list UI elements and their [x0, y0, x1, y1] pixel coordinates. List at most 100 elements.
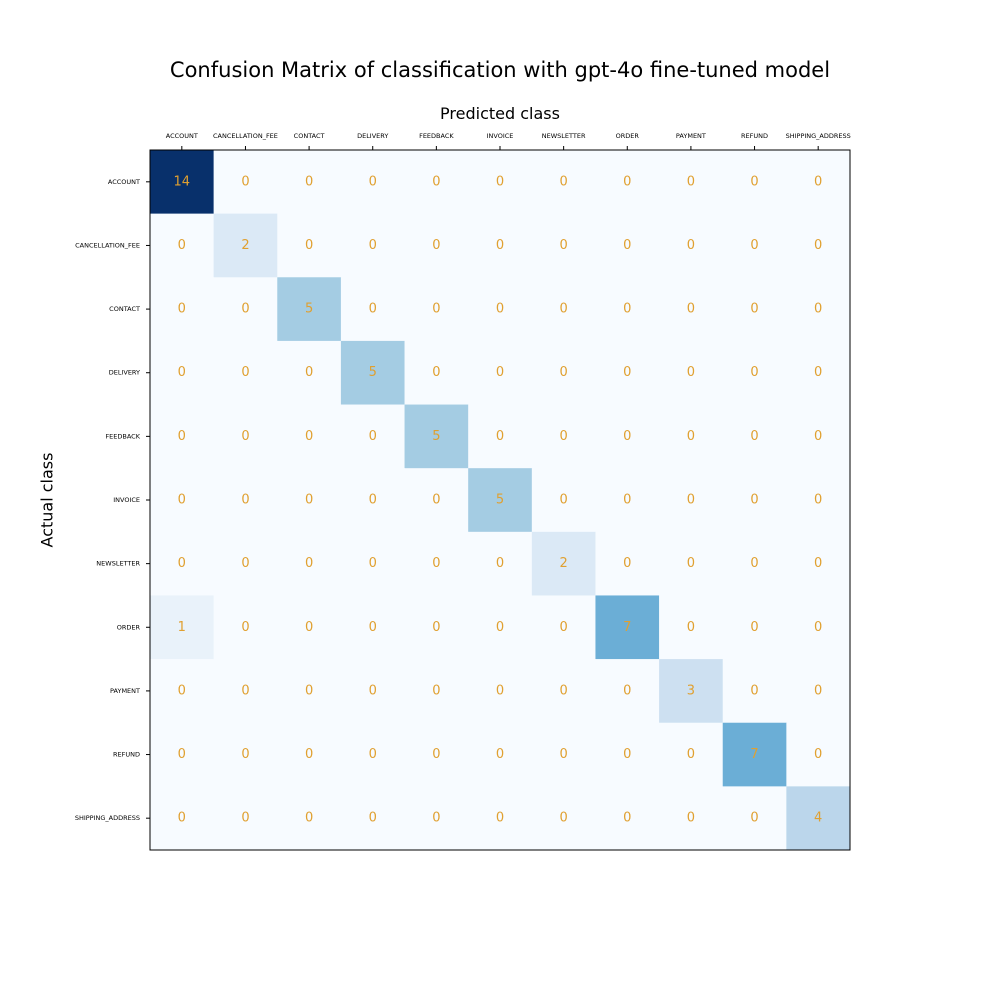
cell-value-label: 0	[432, 493, 440, 508]
matrix-cell	[340, 786, 405, 851]
matrix-cell	[595, 150, 660, 214]
matrix-cell	[277, 531, 342, 596]
matrix-cell	[404, 277, 469, 342]
matrix-cell	[340, 659, 405, 724]
cell-value-label: 0	[496, 683, 504, 698]
cell-value-label: 0	[750, 556, 758, 571]
matrix-cell	[150, 595, 214, 660]
matrix-cell	[468, 340, 533, 405]
y-tick-label: SHIPPING_ADDRESS	[75, 814, 140, 822]
cell-value-label: 0	[750, 811, 758, 826]
matrix-cell	[468, 468, 533, 533]
matrix-cell	[213, 404, 278, 469]
matrix-cell	[786, 277, 851, 342]
y-tick-label: DELIVERY	[109, 369, 140, 377]
cell-value-label: 0	[369, 620, 377, 635]
matrix-cell	[277, 595, 342, 660]
cell-value-label: 0	[241, 365, 249, 380]
y-tick-label: REFUND	[113, 751, 140, 759]
matrix-cell	[722, 595, 787, 660]
x-tick-label: FEEDBACK	[419, 132, 454, 140]
matrix-cell	[340, 595, 405, 660]
x-tick-label: SHIPPING_ADDRESS	[786, 132, 851, 140]
matrix-cell	[468, 659, 533, 724]
matrix-cell	[150, 659, 214, 724]
matrix-cell	[468, 277, 533, 342]
cell-value-label: 0	[559, 683, 567, 698]
cell-value-label: 0	[623, 429, 631, 444]
cell-value-label: 0	[496, 302, 504, 317]
matrix-cell	[404, 150, 469, 214]
cell-value-label: 0	[241, 683, 249, 698]
cell-value-label: 0	[241, 429, 249, 444]
cell-value-label: 0	[178, 238, 186, 253]
y-tick-label: ORDER	[117, 623, 141, 631]
matrix-cell	[786, 659, 851, 724]
x-tick-label: CONTACT	[294, 132, 325, 140]
cell-value-label: 0	[178, 683, 186, 698]
matrix-cell	[531, 659, 596, 724]
matrix-cell	[468, 786, 533, 851]
cell-value-label: 0	[814, 429, 822, 444]
matrix-cell	[277, 786, 342, 851]
cell-value-label: 0	[687, 429, 695, 444]
matrix-cell	[277, 659, 342, 724]
cell-value-label: 0	[687, 238, 695, 253]
matrix-cell	[659, 722, 724, 787]
cell-value-label: 0	[559, 302, 567, 317]
matrix-cell	[404, 595, 469, 660]
matrix-cell	[722, 150, 787, 214]
matrix-cell	[213, 722, 278, 787]
cell-value-label: 0	[432, 683, 440, 698]
matrix-cell	[340, 340, 405, 405]
chart-title: Confusion Matrix of classification with …	[169, 58, 831, 82]
cell-value-label: 5	[369, 365, 377, 380]
cell-value-label: 0	[814, 747, 822, 762]
matrix-cell	[277, 277, 342, 342]
matrix-cell	[786, 722, 851, 787]
matrix-cell	[150, 150, 214, 214]
matrix-cell	[277, 340, 342, 405]
matrix-cell	[786, 786, 851, 851]
cell-value-label: 0	[559, 174, 567, 189]
matrix-cell	[722, 531, 787, 596]
matrix-cell	[468, 722, 533, 787]
cell-value-label: 0	[496, 238, 504, 253]
y-tick-label: NEWSLETTER	[96, 560, 140, 568]
cell-value-label: 0	[814, 493, 822, 508]
matrix-cell	[150, 786, 214, 851]
cell-value-label: 0	[623, 811, 631, 826]
cell-value-label: 0	[496, 556, 504, 571]
matrix-cell	[277, 150, 342, 214]
cell-value-label: 0	[687, 811, 695, 826]
cell-value-label: 0	[369, 493, 377, 508]
cell-value-label: 0	[687, 556, 695, 571]
cell-value-label: 0	[496, 174, 504, 189]
cell-value-label: 0	[559, 429, 567, 444]
matrix-cell	[340, 531, 405, 596]
matrix-cell	[595, 277, 660, 342]
cell-value-label: 0	[623, 493, 631, 508]
cell-value-label: 0	[432, 747, 440, 762]
matrix-cell	[213, 150, 278, 214]
cell-value-label: 0	[305, 811, 313, 826]
cell-value-label: 0	[432, 238, 440, 253]
x-tick-label: REFUND	[741, 132, 768, 140]
matrix-cell	[786, 531, 851, 596]
matrix-cell	[213, 659, 278, 724]
matrix-cell	[213, 786, 278, 851]
matrix-cell	[468, 213, 533, 278]
matrix-cell	[340, 404, 405, 469]
matrix-cell	[595, 531, 660, 596]
matrix-cell	[531, 531, 596, 596]
matrix-cell	[531, 595, 596, 660]
matrix-cell	[531, 340, 596, 405]
x-tick-label: PAYMENT	[676, 132, 706, 140]
matrix-cell	[277, 722, 342, 787]
matrix-cell	[786, 213, 851, 278]
matrix-cell	[659, 595, 724, 660]
cell-value-label: 5	[432, 429, 440, 444]
cell-value-label: 0	[178, 747, 186, 762]
cell-value-label: 0	[178, 302, 186, 317]
matrix-cell	[340, 277, 405, 342]
